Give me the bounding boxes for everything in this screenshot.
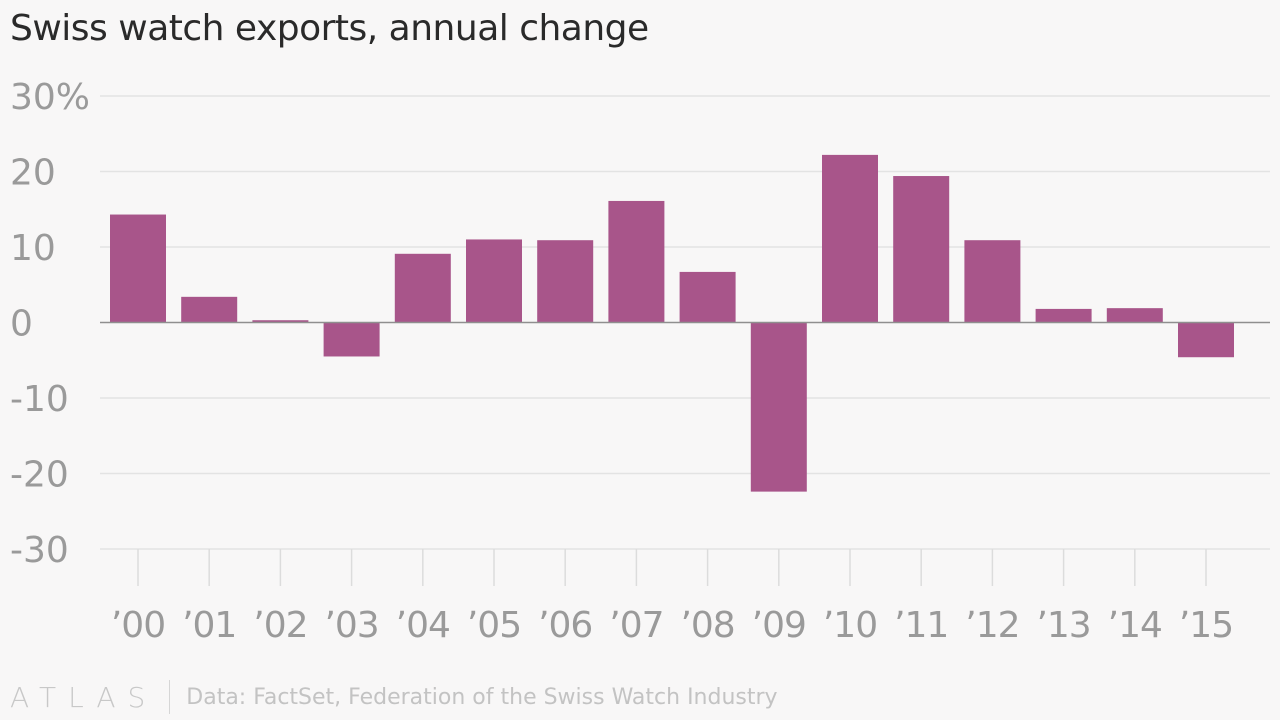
bar-0 [110,214,166,323]
y-tick-label: -30 [10,530,69,571]
x-tick-label: ’02 [253,605,307,646]
x-tick-label: ’03 [324,605,378,646]
bar-15 [1178,322,1234,358]
x-tick-label: ’12 [965,605,1019,646]
bar-12 [964,240,1021,323]
x-tick-label: ’08 [680,605,734,646]
chart-title: Swiss watch exports, annual change [10,8,649,49]
x-tick-label: ’05 [467,605,521,646]
y-axis: 30% 20 10 0 -10 -20 -30 [10,77,90,571]
bar-8 [679,271,736,323]
x-tick-label: ’06 [538,605,592,646]
x-tick-label: ’14 [1108,605,1162,646]
bar-13 [1035,308,1092,323]
gridlines [100,95,1270,550]
bar-6 [537,240,594,323]
bar-14 [1106,308,1163,323]
x-tick-label: ’00 [111,605,165,646]
atlas-logo: ATLAS [10,680,158,714]
y-tick-label: -20 [10,455,69,496]
y-tick-label: 30% [10,77,90,118]
bar-1 [181,296,238,323]
source-note: Data: FactSet, Federation of the Swiss W… [186,684,778,710]
x-tick-label: ’01 [182,605,236,646]
x-tick-label: ’11 [894,605,948,646]
bar-7 [608,200,665,323]
x-tick-label: ’10 [823,605,877,646]
bar-3 [323,322,380,357]
x-axis: ’00 ’01 ’02 ’03 ’04 ’05 ’06 ’07 ’08 ’09 ’10 ’11 ’12 ’… [111,549,1234,646]
y-tick-label: 0 [10,304,33,345]
bar-10 [822,154,878,323]
y-tick-label: 20 [10,153,56,194]
footer-divider [169,680,171,714]
x-tick-label: ’09 [752,605,806,646]
x-tick-label: ’15 [1179,605,1233,646]
bar-2 [252,320,309,323]
x-tick-label: ’07 [609,605,663,646]
y-tick-label: 10 [10,228,56,269]
footer: ATLAS Data: FactSet, Federation of the S… [10,680,778,714]
y-tick-label: -10 [10,379,69,420]
bar-4 [394,253,451,323]
bars [110,154,1234,492]
bar-9 [750,322,807,492]
x-tick-label: ’04 [396,605,450,646]
x-tick-label: ’13 [1036,605,1090,646]
bar-5 [466,239,522,323]
bar-11 [893,176,950,323]
